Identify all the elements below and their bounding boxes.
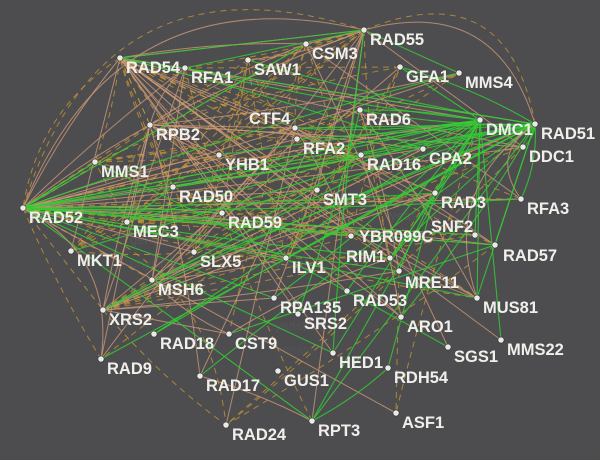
svg-text:yeastNet: yeastNet xyxy=(535,318,587,333)
svg-text:YBR099C: YBR099C xyxy=(359,228,433,246)
svg-text:yeastNet: yeastNet xyxy=(15,98,67,113)
svg-text:genetic: genetic xyxy=(0,452,42,460)
svg-text:MMS1: MMS1 xyxy=(101,163,149,181)
svg-text:CST9: CST9 xyxy=(235,335,277,353)
svg-text:physical: physical xyxy=(0,36,47,51)
svg-text:RAD6: RAD6 xyxy=(366,111,411,129)
svg-text:MSH6: MSH6 xyxy=(158,281,204,299)
svg-text:RAD52: RAD52 xyxy=(29,209,83,227)
svg-text:YHB1: YHB1 xyxy=(225,156,269,174)
svg-text:physical: physical xyxy=(535,366,582,381)
svg-text:MMS22: MMS22 xyxy=(507,341,564,359)
svg-text:RAD51: RAD51 xyxy=(541,125,595,143)
svg-text:CSM3: CSM3 xyxy=(312,45,358,63)
svg-text:physical: physical xyxy=(0,256,47,271)
svg-text:RAD57: RAD57 xyxy=(503,247,557,265)
svg-text:genetic: genetic xyxy=(0,232,42,247)
svg-text:RFA3: RFA3 xyxy=(527,200,569,218)
svg-text:MEC3: MEC3 xyxy=(133,223,179,241)
svg-text:RAD53: RAD53 xyxy=(353,292,407,310)
svg-text:yeastNet: yeastNet xyxy=(535,98,587,113)
svg-text:DDC1: DDC1 xyxy=(529,148,574,166)
svg-text:RAD59: RAD59 xyxy=(228,214,282,232)
svg-text:yeastNet: yeastNet xyxy=(520,0,572,3)
svg-text:RAD50: RAD50 xyxy=(179,188,233,206)
svg-text:RFA1: RFA1 xyxy=(191,69,233,87)
svg-text:RIM1: RIM1 xyxy=(346,248,385,266)
svg-text:physical: physical xyxy=(520,36,567,51)
svg-text:SMT3: SMT3 xyxy=(323,191,367,209)
svg-text:CTF4: CTF4 xyxy=(249,110,291,128)
svg-text:ASF1: ASF1 xyxy=(402,414,444,432)
svg-text:RAD3: RAD3 xyxy=(441,194,486,212)
svg-text:yeastNet: yeastNet xyxy=(260,0,312,3)
svg-text:genetic: genetic xyxy=(405,342,447,357)
svg-text:genetic: genetic xyxy=(260,452,302,460)
svg-text:genetic: genetic xyxy=(390,452,432,460)
svg-text:genetic: genetic xyxy=(0,12,42,27)
svg-text:yeastNet: yeastNet xyxy=(130,0,182,3)
svg-text:MMS4: MMS4 xyxy=(465,74,513,92)
svg-text:SNF2: SNF2 xyxy=(431,218,473,236)
svg-text:SLX5: SLX5 xyxy=(200,253,241,271)
svg-text:RAD16: RAD16 xyxy=(367,156,421,174)
svg-text:physical: physical xyxy=(15,146,62,161)
svg-text:SAW1: SAW1 xyxy=(254,61,301,79)
svg-text:genetic: genetic xyxy=(520,232,562,247)
svg-text:MRE11: MRE11 xyxy=(405,274,459,292)
svg-text:genetic: genetic xyxy=(520,12,562,27)
svg-text:yeastNet: yeastNet xyxy=(520,428,572,443)
svg-text:genetic: genetic xyxy=(130,12,172,27)
svg-text:HED1: HED1 xyxy=(339,354,383,372)
svg-text:physical: physical xyxy=(130,36,177,51)
svg-text:RAD24: RAD24 xyxy=(232,426,287,444)
svg-text:DMC1: DMC1 xyxy=(486,121,533,139)
svg-text:yeastNet: yeastNet xyxy=(0,0,52,3)
svg-text:MKT1: MKT1 xyxy=(77,252,122,270)
svg-text:RFA2: RFA2 xyxy=(303,140,345,158)
svg-text:RAD54: RAD54 xyxy=(126,59,181,77)
svg-text:physical: physical xyxy=(145,366,192,381)
svg-text:genetic: genetic xyxy=(130,452,172,460)
svg-text:RPT3: RPT3 xyxy=(318,422,360,440)
svg-text:GUS1: GUS1 xyxy=(284,372,329,390)
svg-text:RAD55: RAD55 xyxy=(370,31,424,49)
svg-text:yeastNet: yeastNet xyxy=(130,428,182,443)
svg-text:RPB2: RPB2 xyxy=(156,126,200,144)
svg-text:SGS1: SGS1 xyxy=(454,348,498,366)
svg-text:RAD9: RAD9 xyxy=(107,360,152,378)
svg-text:ARO1: ARO1 xyxy=(407,318,453,336)
svg-text:physical: physical xyxy=(15,366,62,381)
svg-text:GFA1: GFA1 xyxy=(406,68,449,86)
svg-text:genetic: genetic xyxy=(15,122,57,137)
svg-text:MUS81: MUS81 xyxy=(483,299,538,317)
svg-text:ILV1: ILV1 xyxy=(292,259,326,277)
svg-text:genetic: genetic xyxy=(520,452,562,460)
svg-text:RDH54: RDH54 xyxy=(394,369,449,387)
svg-text:yeastNet: yeastNet xyxy=(0,428,52,443)
svg-text:genetic: genetic xyxy=(15,342,57,357)
svg-text:RAD17: RAD17 xyxy=(206,377,260,395)
svg-text:RAD18: RAD18 xyxy=(160,335,214,353)
svg-text:XRS2: XRS2 xyxy=(109,311,152,329)
svg-text:yeastNet: yeastNet xyxy=(15,318,67,333)
svg-text:CPA2: CPA2 xyxy=(429,150,472,168)
svg-text:yeastNet: yeastNet xyxy=(390,0,442,3)
svg-text:SRS2: SRS2 xyxy=(304,315,347,333)
